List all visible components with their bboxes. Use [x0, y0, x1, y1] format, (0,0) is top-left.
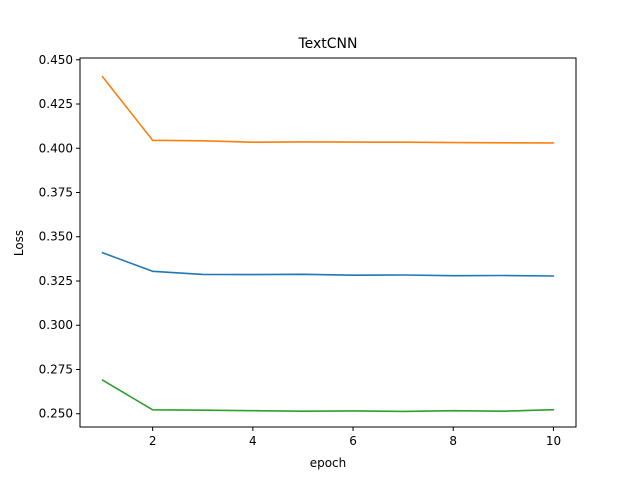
y-tick-label: 0.275 — [39, 362, 73, 376]
series-layer — [101, 75, 555, 413]
x-tick-label: 4 — [249, 434, 257, 448]
y-axis-ticks: 0.250 0.275 0.300 0.325 0.350 0.375 0.400 0.425… — [39, 53, 80, 421]
x-tick-label: 8 — [449, 434, 457, 448]
chart-title: TextCNN — [297, 36, 357, 52]
series-line-orange — [101, 75, 555, 144]
x-tick-label: 10 — [546, 434, 561, 448]
x-axis-ticks: 2 4 6 8 10 — [149, 427, 561, 448]
y-tick-label: 0.425 — [39, 97, 73, 111]
y-tick-label: 0.350 — [39, 230, 73, 244]
y-tick-label: 0.300 — [39, 318, 73, 332]
y-tick-label: 0.250 — [39, 407, 73, 421]
plot-frame — [79, 57, 577, 428]
y-tick-label: 0.400 — [39, 141, 73, 155]
y-tick-label: 0.325 — [39, 274, 73, 288]
x-tick-label: 2 — [149, 434, 157, 448]
x-axis-label: epoch — [310, 456, 347, 470]
y-tick-label: 0.450 — [39, 53, 73, 67]
series-line-green — [101, 379, 555, 413]
x-tick-label: 6 — [349, 434, 357, 448]
series-line-blue — [101, 251, 555, 277]
y-tick-label: 0.375 — [39, 186, 73, 200]
y-axis-label: Loss — [12, 230, 26, 256]
